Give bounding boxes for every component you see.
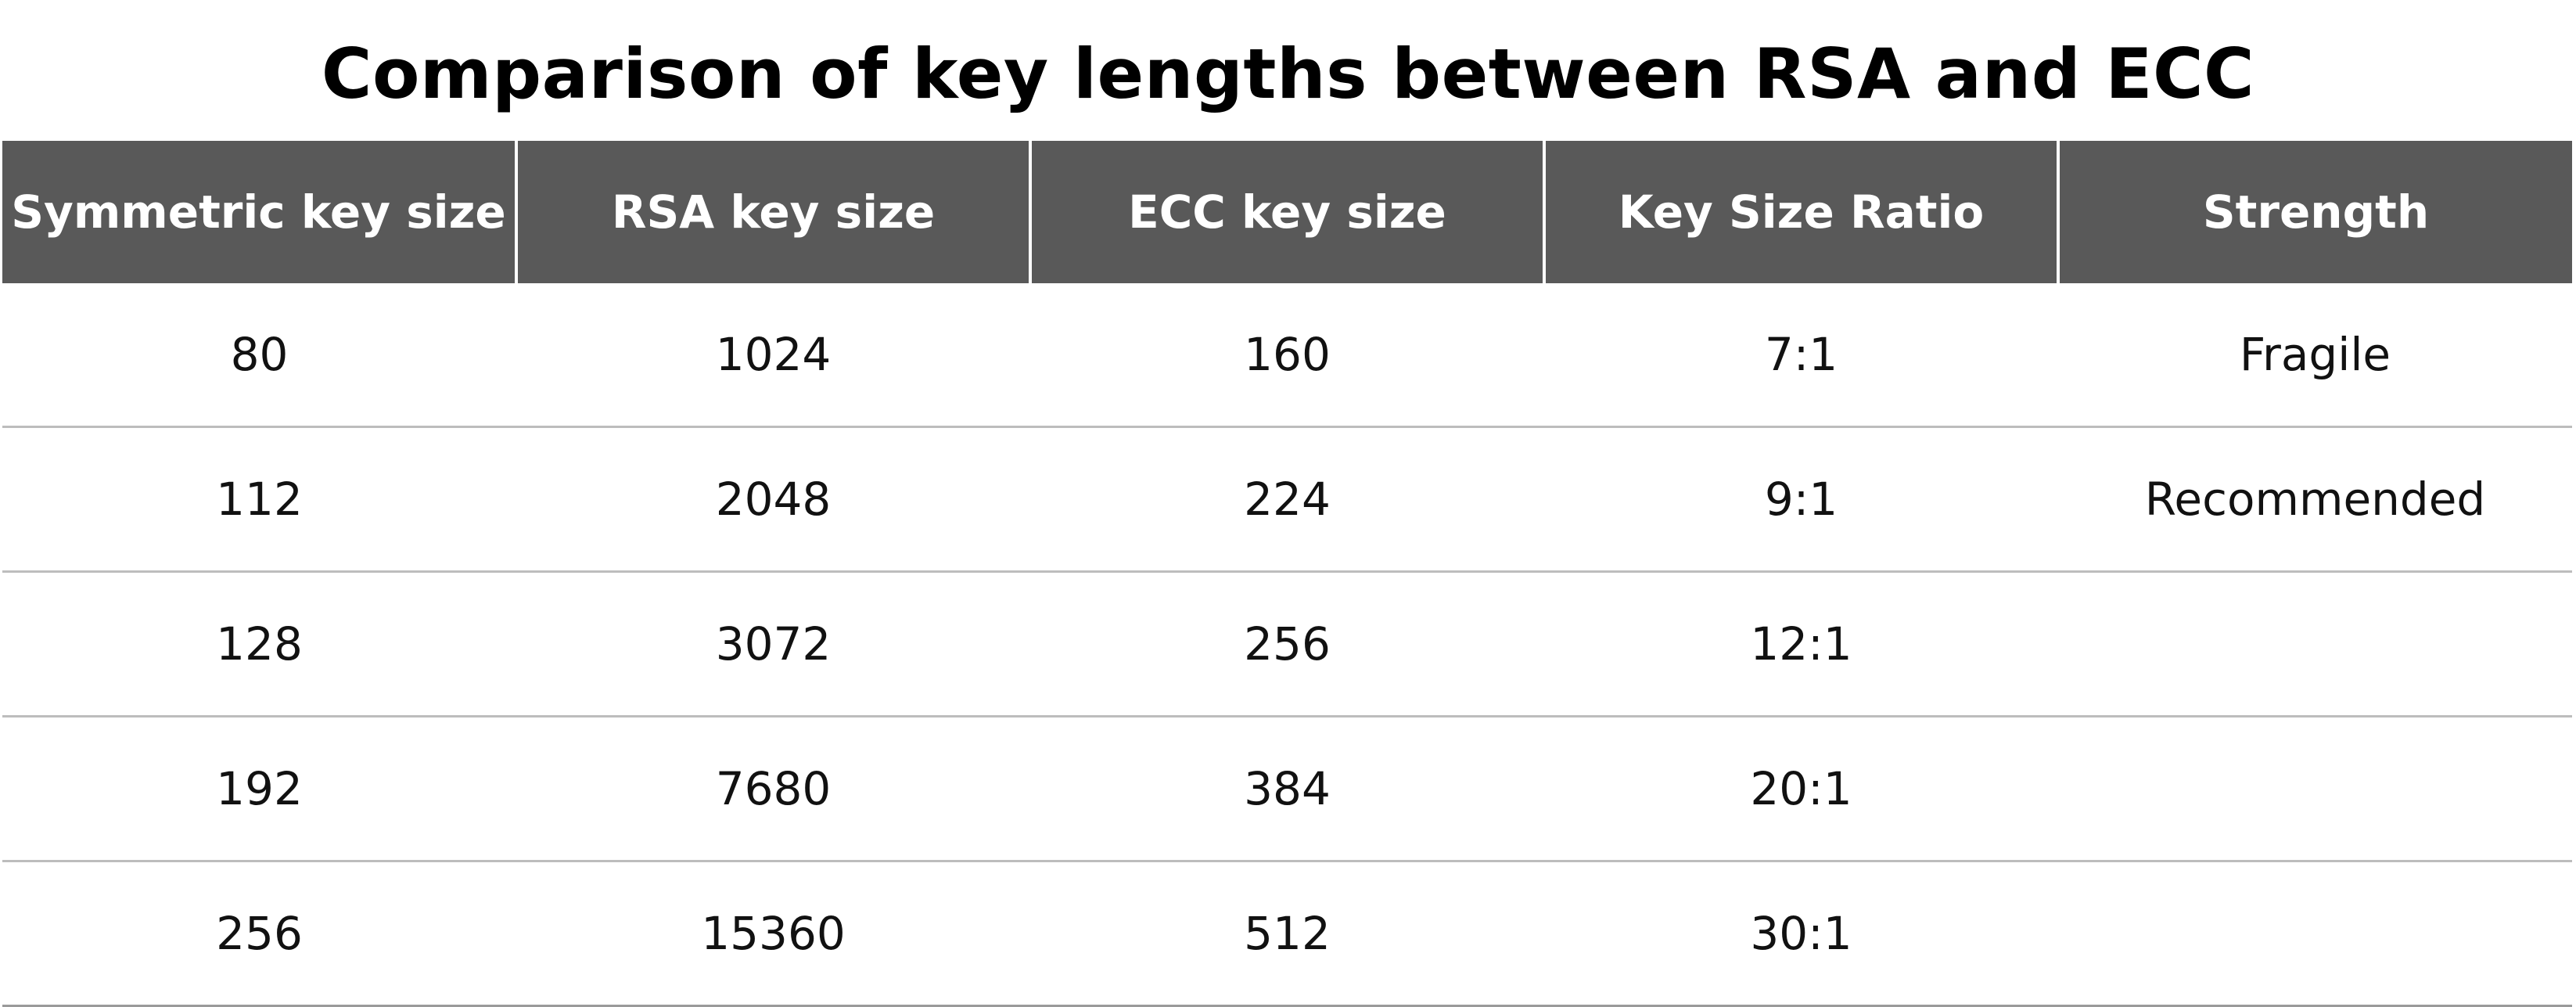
- header-row: Symmetric key size RSA key size ECC key …: [2, 141, 2572, 283]
- cell-strength: Fragile: [2058, 283, 2572, 428]
- cell-strength: Recommended: [2058, 426, 2572, 573]
- cell-rsa-key-size: 1024: [516, 283, 1030, 428]
- cell-rsa-key-size: 7680: [516, 716, 1030, 862]
- cell-key-size-ratio: 30:1: [1544, 861, 2058, 1007]
- cell-key-size-ratio: 7:1: [1544, 283, 2058, 428]
- key-length-table: Symmetric key size RSA key size ECC key …: [2, 141, 2572, 1007]
- header-strength: Strength: [2057, 141, 2572, 283]
- cell-symmetric-key-size: 256: [2, 861, 516, 1007]
- table-header: Symmetric key size RSA key size ECC key …: [2, 141, 2572, 283]
- cell-key-size-ratio: 9:1: [1544, 426, 2058, 573]
- header-symmetric-key-size: Symmetric key size: [2, 141, 516, 283]
- cell-strength: [2058, 861, 2572, 1007]
- cell-symmetric-key-size: 192: [2, 716, 516, 862]
- cell-symmetric-key-size: 80: [2, 283, 516, 428]
- cell-rsa-key-size: 3072: [516, 571, 1030, 717]
- cell-ecc-key-size: 512: [1030, 861, 1544, 1007]
- cell-ecc-key-size: 256: [1030, 571, 1544, 717]
- table-row: 128 3072 256 12:1: [2, 571, 2572, 717]
- cell-rsa-key-size: 2048: [516, 426, 1030, 573]
- header-ecc-key-size: ECC key size: [1029, 141, 1544, 283]
- table-row: 112 2048 224 9:1 Recommended: [2, 426, 2572, 573]
- cell-strength: [2058, 716, 2572, 862]
- cell-symmetric-key-size: 112: [2, 426, 516, 573]
- cell-ecc-key-size: 384: [1030, 716, 1544, 862]
- cell-rsa-key-size: 15360: [516, 861, 1030, 1007]
- header-rsa-key-size: RSA key size: [515, 141, 1030, 283]
- table-row: 256 15360 512 30:1: [2, 861, 2572, 1007]
- table-row: 80 1024 160 7:1 Fragile: [2, 283, 2572, 428]
- cell-strength: [2058, 571, 2572, 717]
- table-row: 192 7680 384 20:1: [2, 716, 2572, 862]
- cell-ecc-key-size: 224: [1030, 426, 1544, 573]
- cell-ecc-key-size: 160: [1030, 283, 1544, 428]
- cell-key-size-ratio: 20:1: [1544, 716, 2058, 862]
- cell-key-size-ratio: 12:1: [1544, 571, 2058, 717]
- page-title: Comparison of key lengths between RSA an…: [321, 34, 2255, 114]
- table-body: 80 1024 160 7:1 Fragile 112 2048 224 9:1…: [2, 283, 2572, 1007]
- header-key-size-ratio: Key Size Ratio: [1543, 141, 2058, 283]
- cell-symmetric-key-size: 128: [2, 571, 516, 717]
